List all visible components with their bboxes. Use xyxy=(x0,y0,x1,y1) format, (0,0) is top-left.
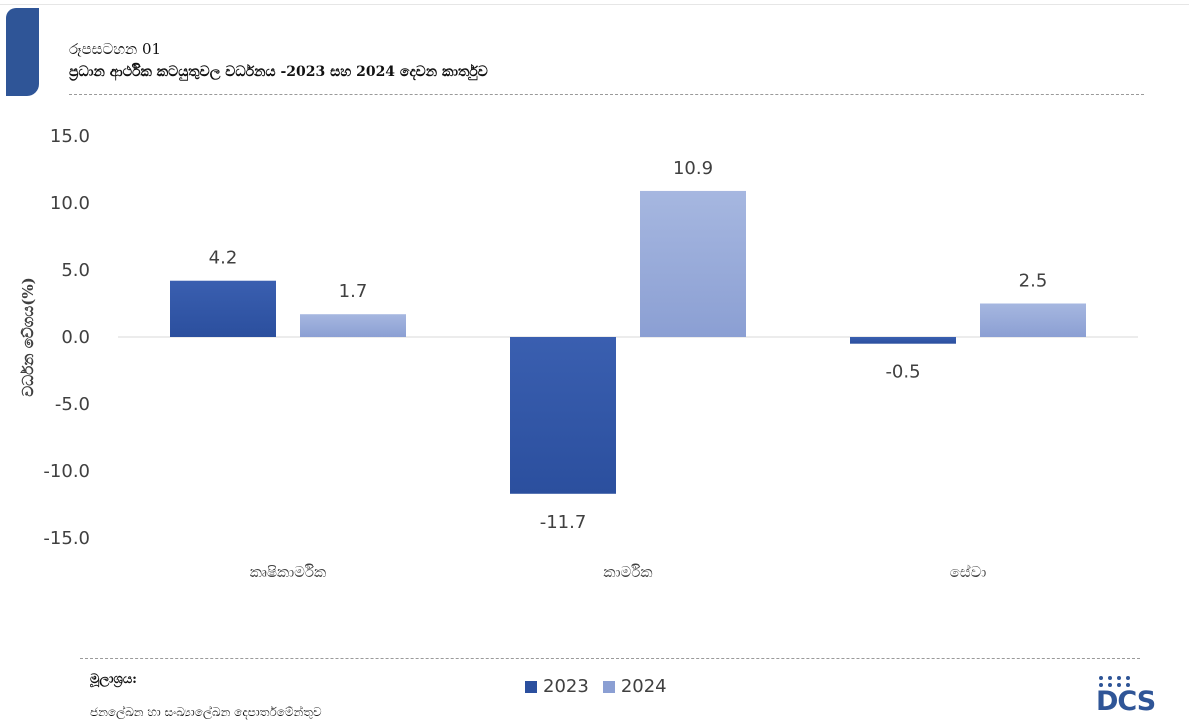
bar-chart: 15.0 10.0 5.0 0.0 -5.0 -10.0 -15.0 4.2 1.7 -11.7… xyxy=(19,126,1138,581)
data-label: 1.7 xyxy=(339,281,368,302)
legend-item-2023: 2023 xyxy=(525,676,589,697)
y-tick-label: -5.0 xyxy=(55,394,90,415)
title-divider xyxy=(69,94,1144,95)
logo-text: DCS xyxy=(1096,686,1156,717)
bars xyxy=(170,190,1086,494)
source-label: මූලාශ්‍රය: xyxy=(90,672,137,687)
category-label: කෘෂිකාර්මික xyxy=(250,563,326,581)
dcs-logo: DCS xyxy=(1096,676,1156,720)
y-axis-title: වර්ධන වේගය(%) xyxy=(19,277,37,396)
data-label: 4.2 xyxy=(209,248,238,269)
bar-2024-1 xyxy=(640,190,746,337)
footer-divider xyxy=(80,658,1140,659)
accent-tab xyxy=(6,8,39,96)
data-label: 10.9 xyxy=(673,158,713,179)
bar-2023-2 xyxy=(850,337,956,344)
y-axis-ticks: 15.0 10.0 5.0 0.0 -5.0 -10.0 -15.0 xyxy=(43,126,90,549)
data-label: -0.5 xyxy=(885,362,920,383)
legend-label-2023: 2023 xyxy=(543,676,589,697)
category-label: සේවා xyxy=(950,563,987,581)
data-label: 2.5 xyxy=(1019,271,1048,292)
y-tick-label: -15.0 xyxy=(43,528,90,549)
bar-2023-0 xyxy=(170,280,276,337)
legend-item-2024: 2024 xyxy=(602,676,667,697)
logo-dots-icon xyxy=(1099,676,1131,687)
category-label: කාර්මික xyxy=(603,563,652,581)
data-label: -11.7 xyxy=(540,512,587,533)
chart-legend: 2023 2024 xyxy=(525,676,681,697)
legend-swatch-2023 xyxy=(525,680,537,693)
legend-swatch-2024 xyxy=(602,680,615,693)
bar-2023-1 xyxy=(510,337,616,494)
figure-label: රූපසටහන 01 xyxy=(69,40,162,58)
bar-2024-0 xyxy=(300,314,406,337)
top-rule xyxy=(0,4,1189,5)
category-labels: කෘෂිකාර්මික කාර්මික සේවා xyxy=(250,563,987,581)
data-labels: 4.2 1.7 -11.7 10.9 -0.5 2.5 xyxy=(209,158,1048,533)
legend-label-2024: 2024 xyxy=(620,676,667,697)
figure-title: ප්‍රධාන ආර්ථික කටයුතුවල වර්ධනය -2023 සහ … xyxy=(69,64,488,80)
y-tick-label: 0.0 xyxy=(61,327,90,348)
y-tick-label: 5.0 xyxy=(61,260,90,281)
y-tick-label: 15.0 xyxy=(50,126,90,147)
source-text: ජනලේඛන හා සංඛ්‍යාලේඛන දෙපාර්තමේන්තුව xyxy=(90,705,322,719)
y-tick-label: 10.0 xyxy=(50,193,90,214)
y-tick-label: -10.0 xyxy=(43,461,90,482)
bar-2024-2 xyxy=(980,303,1086,337)
